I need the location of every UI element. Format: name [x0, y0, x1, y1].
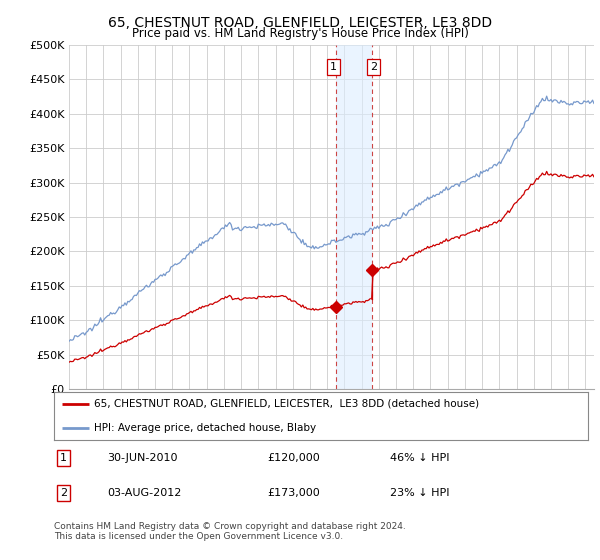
Text: Price paid vs. HM Land Registry's House Price Index (HPI): Price paid vs. HM Land Registry's House … — [131, 27, 469, 40]
Text: £120,000: £120,000 — [268, 453, 320, 463]
Text: 65, CHESTNUT ROAD, GLENFIELD, LEICESTER,  LE3 8DD (detached house): 65, CHESTNUT ROAD, GLENFIELD, LEICESTER,… — [94, 399, 479, 409]
Text: 65, CHESTNUT ROAD, GLENFIELD, LEICESTER, LE3 8DD: 65, CHESTNUT ROAD, GLENFIELD, LEICESTER,… — [108, 16, 492, 30]
Text: 1: 1 — [60, 453, 67, 463]
Text: 2: 2 — [60, 488, 67, 498]
Text: 03-AUG-2012: 03-AUG-2012 — [107, 488, 182, 498]
Bar — [336, 45, 372, 389]
Text: Contains HM Land Registry data © Crown copyright and database right 2024.
This d: Contains HM Land Registry data © Crown c… — [54, 522, 406, 542]
Text: 1: 1 — [330, 62, 337, 72]
Text: 46% ↓ HPI: 46% ↓ HPI — [391, 453, 450, 463]
Text: £173,000: £173,000 — [268, 488, 320, 498]
Text: 30-JUN-2010: 30-JUN-2010 — [107, 453, 178, 463]
Text: HPI: Average price, detached house, Blaby: HPI: Average price, detached house, Blab… — [94, 423, 316, 433]
Text: 23% ↓ HPI: 23% ↓ HPI — [391, 488, 450, 498]
Text: 2: 2 — [370, 62, 377, 72]
